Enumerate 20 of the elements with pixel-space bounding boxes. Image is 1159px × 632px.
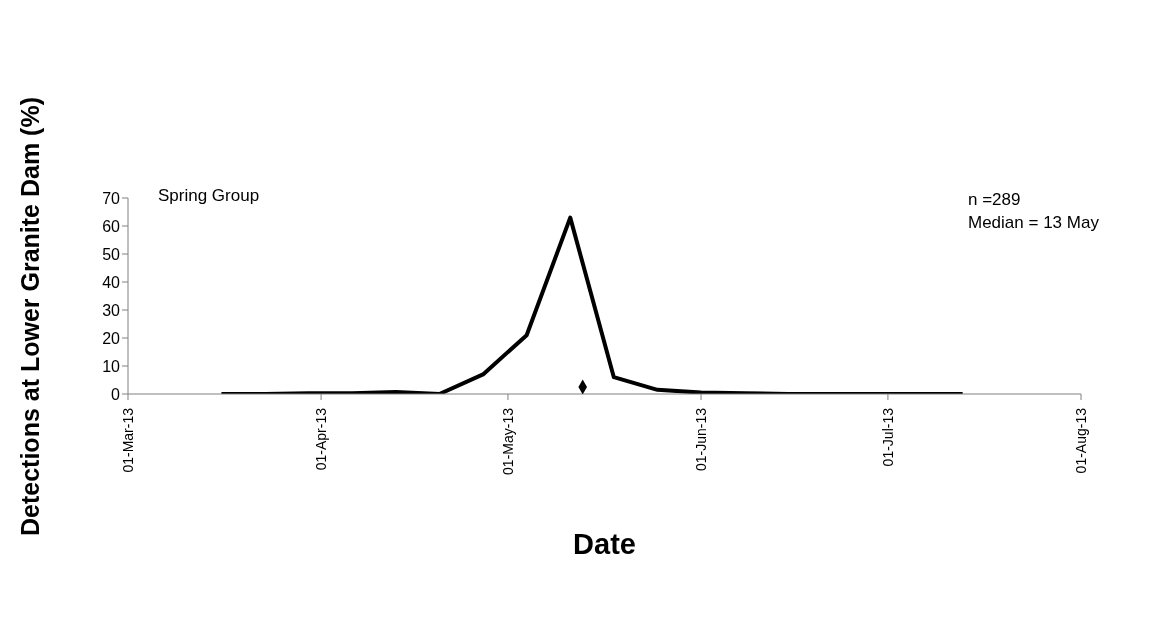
annotation: Median = 13 May	[968, 212, 1099, 234]
y-tick-label: 70	[102, 189, 121, 207]
x-tick-label: 01-Apr-13	[313, 407, 330, 471]
x-tick-label: 01-Jul-13	[879, 407, 896, 467]
annotation: n =289	[968, 189, 1022, 211]
x-axis-title: Date	[572, 528, 637, 561]
annotation: Spring Group	[158, 186, 260, 206]
x-tick-label: 01-Mar-13	[120, 407, 136, 473]
y-tick-label: 30	[102, 301, 121, 319]
y-tick-label: 10	[102, 357, 121, 375]
y-tick-label: 50	[102, 245, 121, 263]
x-tick-label: 01-Jun-13	[693, 407, 710, 472]
y-tick-label: 60	[102, 217, 121, 235]
x-tick-label: 01-May-13	[499, 407, 516, 475]
y-tick-label: 0	[111, 385, 121, 403]
y-tick-label: 20	[102, 329, 121, 347]
y-axis-title: Detections at Lower Granite Dam (%)	[15, 96, 45, 536]
y-tick-label: 40	[102, 273, 121, 291]
x-tick-label: 01-Aug-13	[1073, 407, 1089, 474]
line-series	[219, 215, 965, 394]
